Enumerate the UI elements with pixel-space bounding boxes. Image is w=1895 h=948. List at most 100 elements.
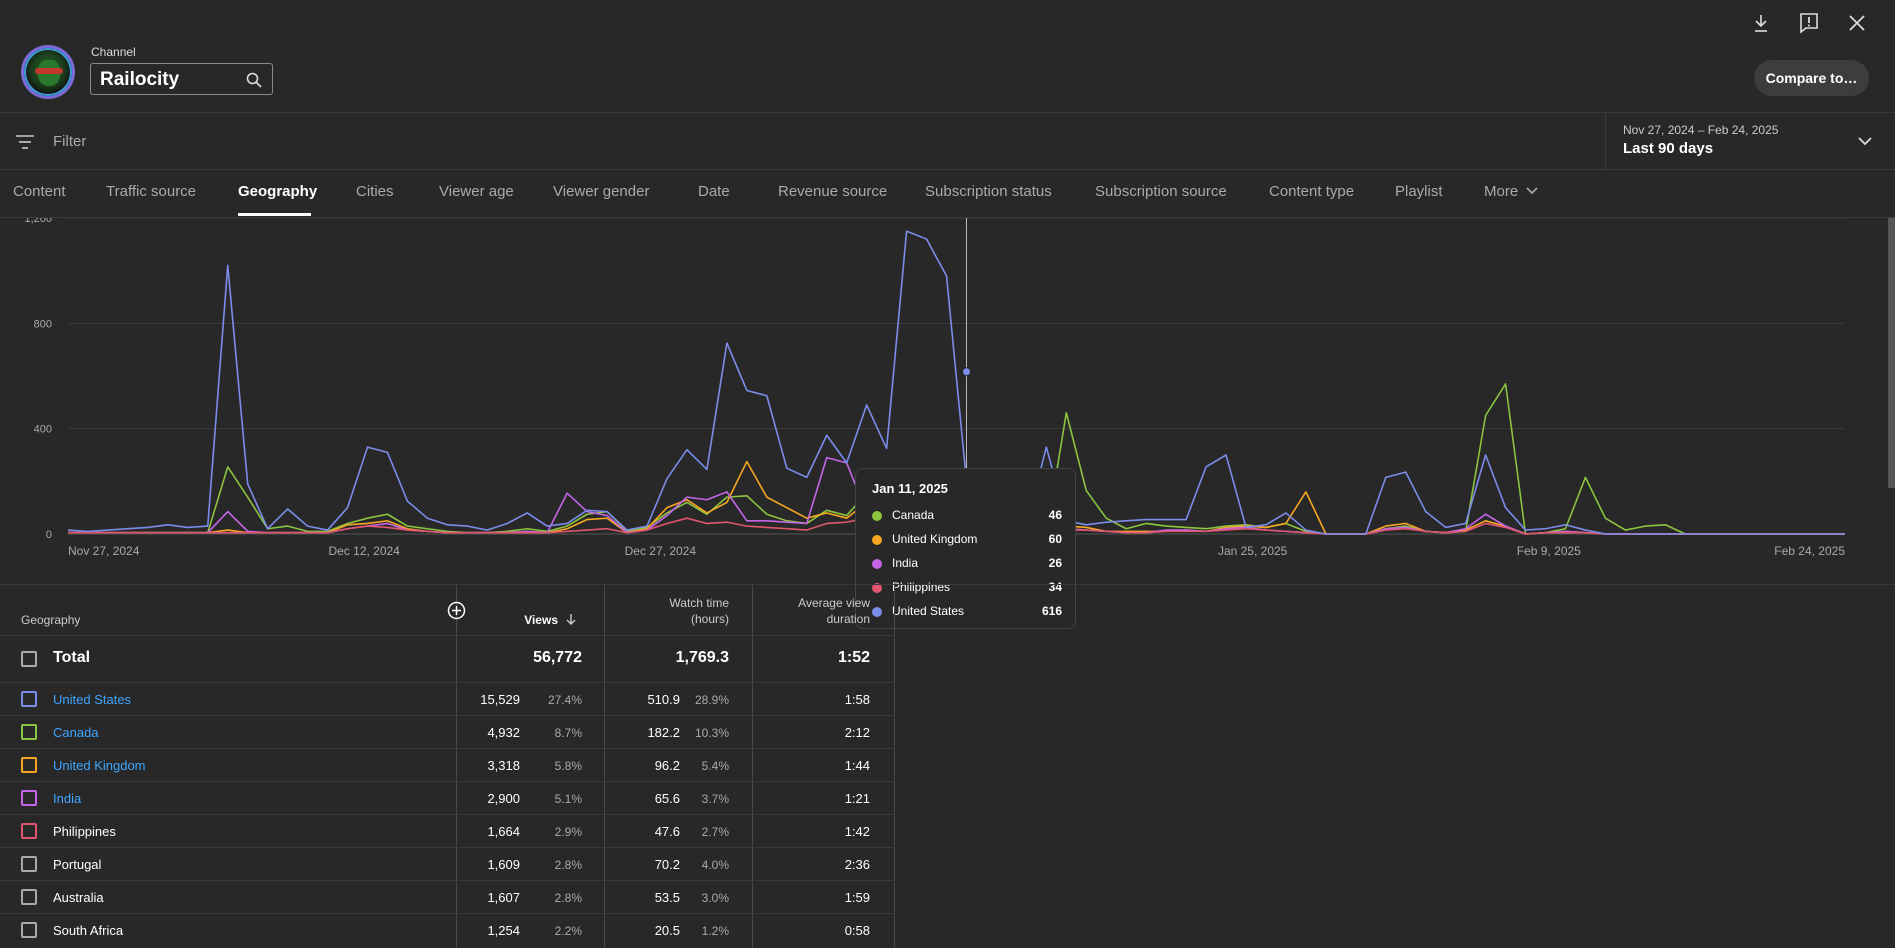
tooltip-series-name: India: [892, 556, 919, 570]
header: Channel Railocity Compare to…: [0, 0, 1895, 112]
row-checkbox[interactable]: [21, 856, 37, 872]
row-checkbox[interactable]: [21, 823, 37, 839]
views-value: 1,254: [487, 923, 520, 938]
tab-cities[interactable]: Cities: [356, 183, 394, 200]
average-duration-value: 1:21: [844, 791, 870, 806]
header-geography: Geography: [21, 613, 81, 627]
table-row[interactable]: Philippines 1,664 2.9% 47.6 2.7% 1:42: [0, 814, 895, 847]
views-percent: 27.4%: [547, 693, 582, 707]
average-duration-value: 2:12: [844, 725, 870, 740]
tab-viewer-age[interactable]: Viewer age: [439, 183, 514, 200]
tab-content[interactable]: Content: [13, 183, 66, 200]
column-divider: [604, 585, 605, 948]
header-average-view-duration[interactable]: Average view: [798, 596, 870, 610]
country-name: South Africa: [53, 923, 124, 938]
country-name[interactable]: Canada: [53, 725, 99, 740]
filter-input[interactable]: Filter: [53, 133, 87, 150]
watch-time-value: 47.6: [654, 824, 680, 839]
tab-date[interactable]: Date: [698, 183, 730, 200]
channel-avatar[interactable]: [21, 45, 75, 99]
table-row[interactable]: India 2,900 5.1% 65.6 3.7% 1:21: [0, 781, 895, 814]
chevron-down-icon: [1526, 187, 1538, 195]
tooltip-series-name: Canada: [892, 508, 935, 522]
tooltip-series-name: United Kingdom: [892, 532, 978, 546]
y-tick-label: 800: [34, 318, 52, 330]
x-tick-label: Nov 27, 2024: [68, 544, 140, 558]
row-checkbox[interactable]: [21, 691, 37, 707]
tooltip-series-value: 616: [1041, 604, 1062, 618]
header-watch-time[interactable]: Watch time: [669, 596, 729, 610]
views-value: 1,609: [487, 857, 520, 872]
tab-viewer-gender[interactable]: Viewer gender: [553, 183, 650, 200]
x-tick-label: Dec 12, 2024: [328, 544, 400, 558]
row-checkbox[interactable]: [21, 889, 37, 905]
column-divider: [752, 585, 753, 948]
tooltip-row: United States 616: [872, 603, 1062, 621]
watch-time-value: 53.5: [654, 890, 680, 905]
total-average-duration: 1:52: [837, 649, 870, 666]
country-name[interactable]: India: [53, 791, 82, 806]
total-watch-time: 1,769.3: [675, 649, 729, 666]
average-duration-value: 1:58: [844, 692, 870, 707]
views-value: 1,664: [487, 824, 520, 839]
tab-subscription-source[interactable]: Subscription source: [1095, 183, 1227, 200]
views-percent: 2.8%: [554, 858, 582, 872]
channel-label: Channel: [91, 45, 136, 59]
chevron-down-icon[interactable]: [1857, 133, 1873, 149]
filter-icon[interactable]: [14, 133, 36, 151]
chart-area: 0 400 800 1,200 Nov 27, 2024 Dec 12, 2024 Dec …: [0, 218, 1895, 629]
header-views[interactable]: Views: [524, 613, 558, 627]
tooltip-series-value: 46: [1048, 508, 1062, 522]
table-row[interactable]: Australia 1,607 2.8% 53.5 3.0% 1:59: [0, 880, 895, 913]
column-divider: [456, 585, 457, 948]
views-percent: 5.1%: [554, 792, 582, 806]
compare-button[interactable]: Compare to…: [1754, 60, 1869, 96]
y-tick-label: 1,200: [24, 218, 52, 225]
average-duration-value: 1:59: [844, 890, 870, 905]
views-percent: 2.9%: [554, 825, 582, 839]
views-value: 2,900: [487, 791, 520, 806]
row-checkbox[interactable]: [21, 790, 37, 806]
country-name[interactable]: United Kingdom: [53, 758, 146, 773]
tooltip-series-value: 26: [1048, 556, 1062, 570]
tab-playlist[interactable]: Playlist: [1395, 183, 1443, 200]
country-name: Australia: [53, 890, 104, 905]
table-row[interactable]: United Kingdom 3,318 5.8% 96.2 5.4% 1:44: [0, 748, 895, 781]
add-metric-icon[interactable]: [447, 601, 466, 620]
total-checkbox[interactable]: [21, 651, 37, 667]
date-range-picker[interactable]: Nov 27, 2024 – Feb 24, 2025 Last 90 days: [1605, 113, 1895, 170]
table-row[interactable]: South Africa 1,254 2.2% 20.5 1.2% 0:58: [0, 913, 895, 946]
series-line-united-states: [67, 230, 1845, 535]
tab-content-type[interactable]: Content type: [1269, 183, 1355, 200]
tooltip-series-value: 60: [1048, 532, 1062, 546]
row-checkbox[interactable]: [21, 922, 37, 938]
series-dot-icon: [872, 535, 882, 545]
row-checkbox[interactable]: [21, 724, 37, 740]
tab-subscription-status[interactable]: Subscription status: [925, 183, 1052, 200]
tab-geography[interactable]: Geography: [238, 183, 318, 200]
filter-bar: Filter Nov 27, 2024 – Feb 24, 2025 Last …: [0, 112, 1895, 170]
close-icon[interactable]: [1844, 10, 1870, 36]
tooltip-row: Canada 46: [872, 507, 1062, 525]
channel-name: Railocity: [100, 69, 180, 90]
total-row: Total 56,772 1,769.3 1:52: [0, 635, 895, 682]
series-dot-icon: [872, 511, 882, 521]
tab-more[interactable]: More: [1484, 183, 1538, 200]
table-row[interactable]: Canada 4,932 8.7% 182.2 10.3% 2:12: [0, 715, 895, 748]
views-percent: 2.8%: [554, 891, 582, 905]
table-row[interactable]: Portugal 1,609 2.8% 70.2 4.0% 2:36: [0, 847, 895, 880]
country-name[interactable]: United States: [53, 692, 132, 707]
row-checkbox[interactable]: [21, 757, 37, 773]
scrollbar[interactable]: [1888, 218, 1895, 488]
sort-down-icon[interactable]: [565, 613, 577, 625]
tab-traffic-source[interactable]: Traffic source: [106, 183, 197, 200]
views-value: 4,932: [487, 725, 520, 740]
channel-picker[interactable]: Railocity: [90, 63, 273, 95]
tab-more-label: More: [1484, 183, 1519, 200]
tab-revenue-source[interactable]: Revenue source: [778, 183, 888, 200]
download-icon[interactable]: [1748, 10, 1774, 36]
search-icon[interactable]: [246, 72, 262, 88]
table-row[interactable]: United States 15,529 27.4% 510.9 28.9% 1:58: [0, 682, 895, 715]
total-label: Total: [53, 649, 91, 666]
feedback-icon[interactable]: [1796, 10, 1822, 36]
